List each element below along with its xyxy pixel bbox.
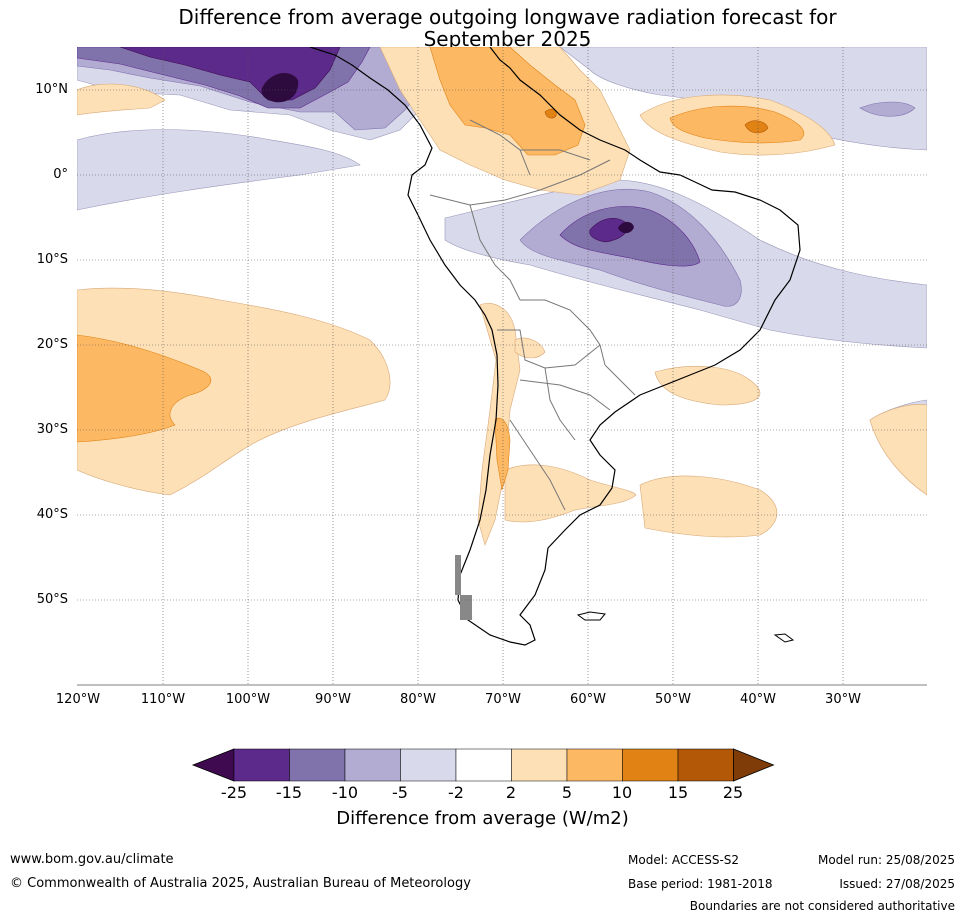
anomaly-band-pos-dark bbox=[544, 108, 769, 134]
map-title-line1: Difference from average outgoing longwav… bbox=[178, 5, 837, 29]
coastline bbox=[309, 47, 801, 646]
colorbar-tick: 15 bbox=[667, 783, 689, 802]
issued-info: Issued: 27/08/2025 bbox=[839, 877, 955, 891]
boundaries-disclaimer: Boundaries are not considered authoritat… bbox=[689, 899, 955, 913]
colorbar-segment bbox=[400, 748, 457, 782]
colorbar-tick: -15 bbox=[275, 783, 303, 802]
colorbar-segment bbox=[233, 748, 290, 782]
colorbar-segment bbox=[622, 748, 679, 782]
country-borders bbox=[429, 119, 636, 511]
lon-label: 100°W bbox=[225, 692, 271, 707]
colorbar-tick: -5 bbox=[392, 783, 408, 802]
colorbar-tick: 2 bbox=[505, 783, 517, 802]
colorbar-segments bbox=[191, 748, 775, 782]
colorbar-tick: -10 bbox=[331, 783, 359, 802]
lat-label: 10°N bbox=[35, 82, 68, 97]
lon-label: 120°W bbox=[55, 692, 101, 707]
colorbar-arrow-right bbox=[733, 748, 775, 782]
lat-label: 40°S bbox=[36, 507, 68, 522]
colorbar-tick: 10 bbox=[611, 783, 633, 802]
colorbar-arrow-left bbox=[191, 748, 235, 782]
colorbar-segment bbox=[289, 748, 346, 782]
island-falklands bbox=[576, 611, 606, 621]
copyright-text: © Commonwealth of Australia 2025, Austra… bbox=[10, 876, 471, 891]
island-south-georgia bbox=[773, 633, 795, 643]
colorbar-segment bbox=[344, 748, 401, 782]
lon-label: 40°W bbox=[740, 692, 776, 707]
model-run-info: Model run: 25/08/2025 bbox=[817, 853, 955, 867]
lon-label: 110°W bbox=[140, 692, 186, 707]
map-title-line2: September 2025 bbox=[423, 27, 592, 51]
colorbar-tick: -2 bbox=[448, 783, 464, 802]
model-info: Model: ACCESS-S2 bbox=[628, 853, 740, 867]
anomaly-band-pos-medium bbox=[77, 47, 805, 491]
lon-label: 80°W bbox=[400, 692, 436, 707]
lon-label: 30°W bbox=[825, 692, 861, 707]
lon-label: 60°W bbox=[570, 692, 606, 707]
colorbar-segment bbox=[455, 748, 512, 782]
lon-label: 50°W bbox=[655, 692, 691, 707]
anomaly-band-neg-extreme bbox=[261, 73, 634, 234]
website-link[interactable]: www.bom.gov.au/climate bbox=[10, 852, 174, 867]
lat-label: 0° bbox=[53, 167, 68, 182]
colorbar-tick: 25 bbox=[722, 783, 744, 802]
colorbar-tick: 5 bbox=[561, 783, 573, 802]
lat-label: 30°S bbox=[36, 422, 68, 437]
colorbar-label: Difference from average (W/m2) bbox=[336, 808, 629, 829]
colorbar-tick: -25 bbox=[220, 783, 248, 802]
base-period-info: Base period: 1981-2018 bbox=[628, 877, 773, 891]
lat-label: 10°S bbox=[36, 252, 68, 267]
lon-label: 90°W bbox=[315, 692, 351, 707]
colorbar-segment bbox=[677, 748, 734, 782]
colorbar-segment bbox=[566, 748, 623, 782]
lat-label: 50°S bbox=[36, 592, 68, 607]
forecast-map bbox=[77, 47, 927, 686]
lat-label: 20°S bbox=[36, 337, 68, 352]
patagonia-fjords bbox=[455, 555, 472, 620]
lon-label: 70°W bbox=[485, 692, 521, 707]
colorbar-segment bbox=[511, 748, 568, 782]
graticule bbox=[77, 47, 927, 685]
